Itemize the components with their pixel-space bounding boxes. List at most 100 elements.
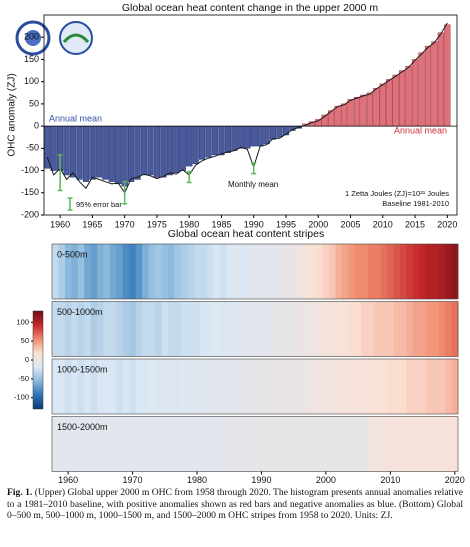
stripe	[374, 359, 382, 414]
stripe	[387, 244, 394, 299]
bar	[102, 125, 109, 180]
bar	[263, 125, 270, 145]
bar	[431, 41, 438, 127]
stripe	[155, 359, 162, 414]
bar	[257, 125, 264, 147]
bar	[244, 125, 251, 149]
stripe	[374, 301, 382, 357]
stripe	[361, 359, 369, 414]
bar	[173, 125, 180, 173]
bar	[269, 125, 277, 140]
annotation: Baseline 1981-2010	[382, 199, 449, 208]
stripe	[412, 359, 420, 414]
stripe	[342, 301, 349, 357]
stripe	[290, 301, 298, 357]
stripe	[142, 301, 150, 357]
stripe	[277, 416, 285, 472]
y-tick-label: 50	[29, 98, 39, 108]
stripe	[135, 301, 143, 357]
stripe	[367, 359, 375, 414]
stripe	[425, 301, 433, 357]
stripe	[161, 359, 169, 414]
stripe	[303, 301, 311, 357]
stripe	[116, 359, 124, 414]
stripe	[361, 301, 369, 357]
bar	[405, 65, 412, 127]
stripe	[226, 416, 233, 472]
stripe	[348, 301, 356, 357]
bar	[353, 97, 361, 127]
stripe	[180, 244, 188, 299]
stripe	[329, 416, 336, 472]
annotation: Monthly mean	[228, 180, 278, 189]
stripe	[84, 244, 92, 299]
stripe	[155, 301, 162, 357]
stripe	[193, 359, 201, 414]
x-tick-label: 2010	[380, 475, 400, 485]
stripe	[316, 359, 324, 414]
panel-frame	[51, 358, 459, 415]
bar	[128, 125, 135, 182]
x-tick-label: 1985	[211, 219, 231, 229]
bar	[82, 125, 90, 182]
stripe	[342, 359, 349, 414]
stripe	[354, 359, 362, 414]
stripe	[309, 244, 317, 299]
stripe	[387, 301, 394, 357]
bar	[237, 125, 244, 149]
stripe	[64, 301, 72, 357]
stripe	[406, 301, 414, 357]
stripe	[122, 244, 130, 299]
stripe	[432, 416, 440, 472]
x-tick-label: 2000	[316, 475, 336, 485]
stripe	[406, 244, 414, 299]
x-tick-label: 1980	[179, 219, 199, 229]
stripe	[342, 244, 349, 299]
stripe	[193, 301, 201, 357]
stripe	[219, 359, 227, 414]
stripe	[335, 359, 343, 414]
stripe	[361, 416, 369, 472]
stripe	[406, 416, 414, 472]
stripe	[148, 359, 156, 414]
stripe	[232, 416, 240, 472]
x-tick-label: 1970	[123, 475, 143, 485]
stripe	[258, 416, 266, 472]
stripe	[271, 301, 278, 357]
stripe	[174, 359, 182, 414]
stripe	[180, 301, 188, 357]
stripe	[174, 416, 182, 472]
panel-label: 1500-2000m	[57, 422, 108, 432]
figure: Global ocean heat content change in the …	[7, 2, 465, 485]
stripe	[451, 359, 459, 414]
bar	[392, 74, 399, 127]
stripe	[90, 301, 98, 357]
stripe	[393, 301, 401, 357]
stripe	[277, 301, 285, 357]
legend-label: 95% error bar	[76, 200, 122, 209]
stripe	[90, 359, 98, 414]
stripe	[419, 416, 427, 472]
x-tick-label: 2020	[445, 475, 465, 485]
stripe	[322, 301, 330, 357]
stripe	[77, 301, 85, 357]
x-tick-label: 1990	[244, 219, 264, 229]
plot-frame	[43, 14, 458, 216]
colorbar	[32, 310, 44, 410]
stripe	[303, 416, 311, 472]
stripe	[290, 359, 298, 414]
stripe	[103, 416, 111, 472]
stripe	[77, 416, 85, 472]
stripe	[77, 244, 85, 299]
stripe	[322, 359, 330, 414]
stripe	[148, 244, 156, 299]
bar	[444, 24, 451, 127]
stripe	[296, 359, 304, 414]
stripe	[135, 416, 143, 472]
stripe	[380, 301, 388, 357]
stripe	[387, 359, 394, 414]
stripe	[277, 359, 285, 414]
stripe	[445, 244, 452, 299]
annotation: Annual mean	[49, 113, 102, 123]
stripe	[296, 301, 304, 357]
